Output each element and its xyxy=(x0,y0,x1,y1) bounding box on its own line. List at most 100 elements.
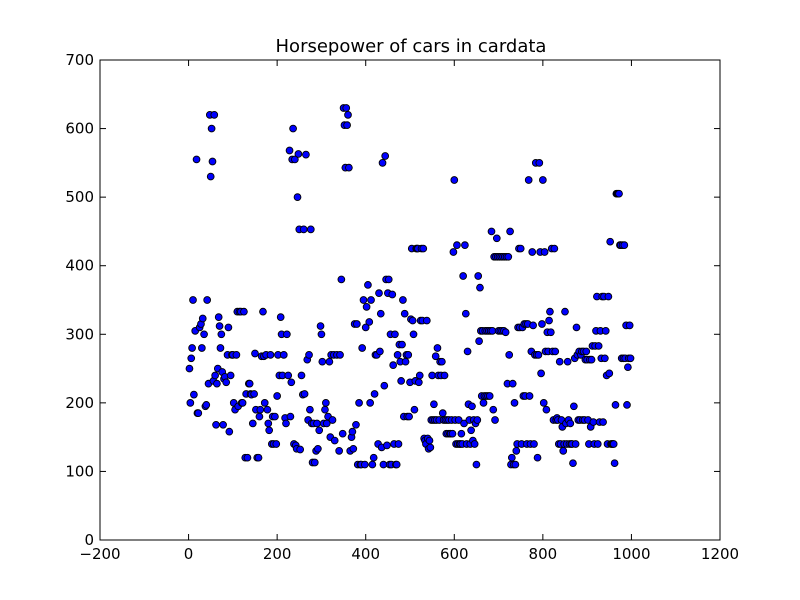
x-tick-label: 200 xyxy=(263,545,292,563)
y-tick-label: 0 xyxy=(84,531,94,549)
data-point xyxy=(453,241,461,249)
data-point xyxy=(555,357,564,366)
data-point xyxy=(470,440,479,448)
data-point xyxy=(325,357,334,366)
y-tick-label: 100 xyxy=(65,462,94,480)
data-point xyxy=(563,357,572,366)
data-point xyxy=(314,444,322,453)
data-point xyxy=(476,283,484,292)
data-point xyxy=(330,436,339,445)
data-point xyxy=(593,440,602,448)
points-layer xyxy=(185,104,635,469)
data-point xyxy=(506,227,514,236)
data-point xyxy=(559,447,568,455)
data-point xyxy=(569,459,577,468)
data-point xyxy=(378,159,387,167)
data-point xyxy=(300,390,309,398)
data-point xyxy=(537,369,545,378)
data-point xyxy=(561,307,569,316)
data-point xyxy=(190,390,198,399)
data-point xyxy=(609,440,618,448)
data-point xyxy=(219,420,227,429)
data-point xyxy=(409,330,418,339)
data-point xyxy=(321,405,329,414)
data-point xyxy=(570,402,578,411)
data-point xyxy=(264,419,273,428)
data-point xyxy=(594,342,603,350)
data-point xyxy=(343,121,351,129)
data-point xyxy=(188,344,196,352)
data-point xyxy=(381,152,390,160)
data-point xyxy=(508,453,516,462)
y-tick-label: 600 xyxy=(65,120,94,138)
data-point xyxy=(352,420,360,429)
data-point xyxy=(392,460,401,469)
data-point xyxy=(296,445,305,454)
data-point xyxy=(222,378,231,387)
data-point xyxy=(254,453,263,462)
data-point xyxy=(353,320,361,328)
data-point xyxy=(601,354,609,363)
data-point xyxy=(438,357,446,366)
data-point xyxy=(232,351,241,359)
data-point xyxy=(533,453,542,462)
data-point xyxy=(550,244,559,253)
data-point xyxy=(349,444,358,453)
data-point xyxy=(604,292,613,301)
data-point xyxy=(539,399,548,407)
data-point xyxy=(492,234,501,243)
data-point xyxy=(260,399,269,407)
data-point xyxy=(538,320,546,328)
data-point xyxy=(266,351,275,359)
data-point xyxy=(306,225,315,234)
data-point xyxy=(306,405,314,414)
data-point xyxy=(376,347,384,356)
x-tick-label: −200 xyxy=(79,545,120,563)
data-point xyxy=(571,440,580,448)
data-point xyxy=(473,416,482,424)
data-point xyxy=(383,441,391,450)
data-point xyxy=(400,309,409,318)
x-tick-label: 1200 xyxy=(701,545,739,563)
data-point xyxy=(328,416,337,424)
data-point xyxy=(599,418,607,426)
data-point xyxy=(322,399,330,407)
data-point xyxy=(474,272,483,280)
data-point xyxy=(461,241,469,249)
data-point xyxy=(601,327,610,335)
data-point xyxy=(546,328,555,337)
data-point xyxy=(360,460,369,469)
data-point xyxy=(404,351,413,359)
y-tick-label: 500 xyxy=(65,188,94,206)
data-point xyxy=(487,227,496,236)
y-tick-label: 300 xyxy=(65,325,94,343)
data-point xyxy=(408,316,417,325)
data-point xyxy=(534,351,543,359)
data-point xyxy=(457,429,466,438)
data-point xyxy=(572,323,581,332)
data-point xyxy=(294,150,303,158)
data-point xyxy=(516,244,525,253)
data-point xyxy=(215,322,224,330)
data-point xyxy=(198,344,206,352)
data-point xyxy=(313,419,321,428)
data-point xyxy=(582,347,591,356)
data-point xyxy=(250,390,258,398)
x-tick-label: 1000 xyxy=(612,545,650,563)
data-point xyxy=(430,400,438,409)
data-point xyxy=(540,248,549,256)
data-point xyxy=(454,416,463,424)
data-point xyxy=(291,155,299,164)
data-point xyxy=(425,436,434,445)
data-point xyxy=(189,296,197,304)
data-point xyxy=(198,314,207,323)
data-point xyxy=(256,405,265,414)
data-point xyxy=(505,351,514,359)
data-point xyxy=(459,272,467,280)
data-point xyxy=(364,281,372,289)
data-point xyxy=(344,111,352,119)
chart-title: Horsepower of cars in cardata xyxy=(276,36,547,57)
data-point xyxy=(214,313,223,321)
data-point xyxy=(529,321,537,330)
data-point xyxy=(504,252,513,261)
